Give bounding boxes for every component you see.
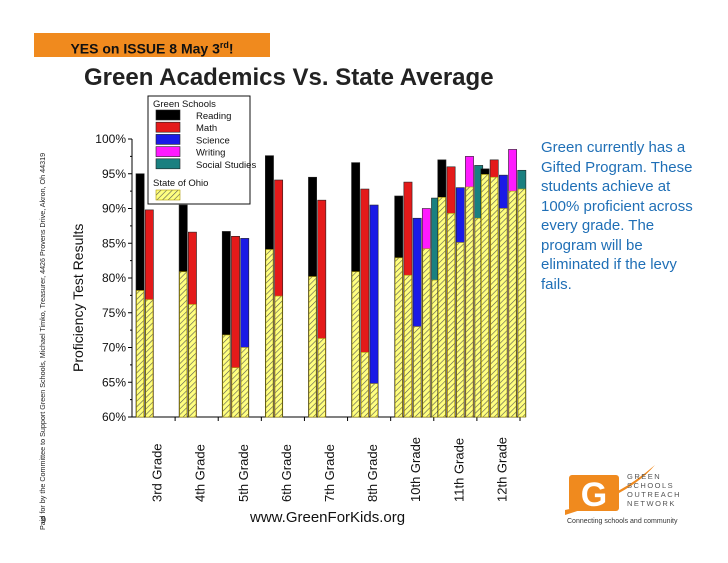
banner-tail: ! xyxy=(228,40,234,57)
bar-state-reading xyxy=(437,197,446,418)
x-tick-label: 3rd Grade xyxy=(150,443,165,502)
bar-state-math xyxy=(188,304,197,418)
bar-state-writing xyxy=(422,248,431,418)
bar-state-math xyxy=(490,176,499,418)
bar-state-reading xyxy=(351,271,360,418)
bar-state-writing xyxy=(465,186,474,418)
bar-state-reading xyxy=(136,290,144,418)
gifted-program-note: Green currently has a Gifted Program. Th… xyxy=(541,139,693,293)
bar-state-math xyxy=(145,299,154,418)
logo-tagline: Connecting schools and community xyxy=(567,518,678,525)
logo-line1: GREEN xyxy=(627,472,661,481)
legend-label-writing: Writing xyxy=(196,148,225,159)
y-tick-label: 95% xyxy=(102,167,126,181)
legend-swatch-writing xyxy=(155,146,181,157)
green-schools-outreach-logo: G GREEN SCHOOLS OUTREACH NETWORK Connect… xyxy=(565,465,681,525)
logo-letter: G xyxy=(581,476,607,514)
legend-label-math: Math xyxy=(196,123,217,134)
y-tick-label: 75% xyxy=(102,306,126,320)
logo-badge xyxy=(569,475,619,511)
legend-label-science: Science xyxy=(196,135,230,146)
legend-swatch-state xyxy=(155,189,181,201)
bar-state-science xyxy=(370,383,378,418)
legend-swatch-social_studies xyxy=(155,158,181,170)
logo-line4: NETWORK xyxy=(627,499,676,508)
y-tick-label: 70% xyxy=(102,341,126,355)
x-tick-label: 8th Grade xyxy=(365,444,380,502)
x-tick-label: 7th Grade xyxy=(322,444,337,502)
x-tick-label: 6th Grade xyxy=(279,444,294,502)
bar-state-reading xyxy=(222,334,231,418)
bar-state-reading xyxy=(265,249,274,418)
legend-heading-state: State of Ohio xyxy=(153,178,208,189)
bar-state-social_studies xyxy=(517,188,526,418)
x-tick-label: 12th Grade xyxy=(494,437,509,502)
chart-title: Green Academics Vs. State Average xyxy=(84,64,494,91)
bar-state-reading xyxy=(179,271,188,418)
legend-swatch-math xyxy=(155,121,181,133)
bar-state-math xyxy=(231,367,240,418)
slide-number: 9 xyxy=(41,515,47,525)
x-tick-label: 5th Grade xyxy=(236,444,251,502)
bar-state-science xyxy=(456,242,465,418)
legend-swatch-science xyxy=(155,134,181,145)
x-tick-label: 11th Grade xyxy=(451,438,466,502)
issue-banner: YES on ISSUE 8 May 3rd! xyxy=(34,33,270,57)
x-tick-label: 10th Grade xyxy=(408,437,423,502)
bar-state-math xyxy=(404,274,412,418)
banner-sup: rd xyxy=(219,40,229,50)
bar-state-writing xyxy=(508,190,517,418)
bar-state-reading xyxy=(308,276,317,418)
bar-state-reading xyxy=(394,257,403,418)
banner-text: YES on ISSUE 8 May 3 xyxy=(70,40,220,57)
bar-state-science xyxy=(240,347,249,418)
y-tick-label: 60% xyxy=(102,410,126,424)
bar-state-reading xyxy=(481,174,489,418)
y-tick-label: 100% xyxy=(95,132,126,146)
logo-line3: OUTREACH xyxy=(627,490,681,499)
y-tick-label: 90% xyxy=(102,202,126,216)
x-tick-label: 4th Grade xyxy=(193,444,208,502)
bar-state-science xyxy=(413,326,422,418)
bar-state-math xyxy=(447,213,455,418)
y-tick-label: 85% xyxy=(102,236,126,250)
legend-swatch-reading xyxy=(155,109,181,121)
y-tick-label: 65% xyxy=(102,375,126,389)
legend-label-social_studies: Social Studies xyxy=(196,160,256,171)
legend-heading-green: Green Schools xyxy=(153,99,216,110)
bar-state-math xyxy=(360,352,369,418)
legend-label-reading: Reading xyxy=(196,111,231,122)
y-tick-label: 80% xyxy=(102,271,126,285)
bar-state-science xyxy=(499,208,508,418)
bar-state-math xyxy=(274,295,283,418)
website-url: www.GreenForKids.org xyxy=(250,509,406,526)
logo-line2: SCHOOLS xyxy=(627,481,674,490)
bar-state-math xyxy=(317,338,326,418)
